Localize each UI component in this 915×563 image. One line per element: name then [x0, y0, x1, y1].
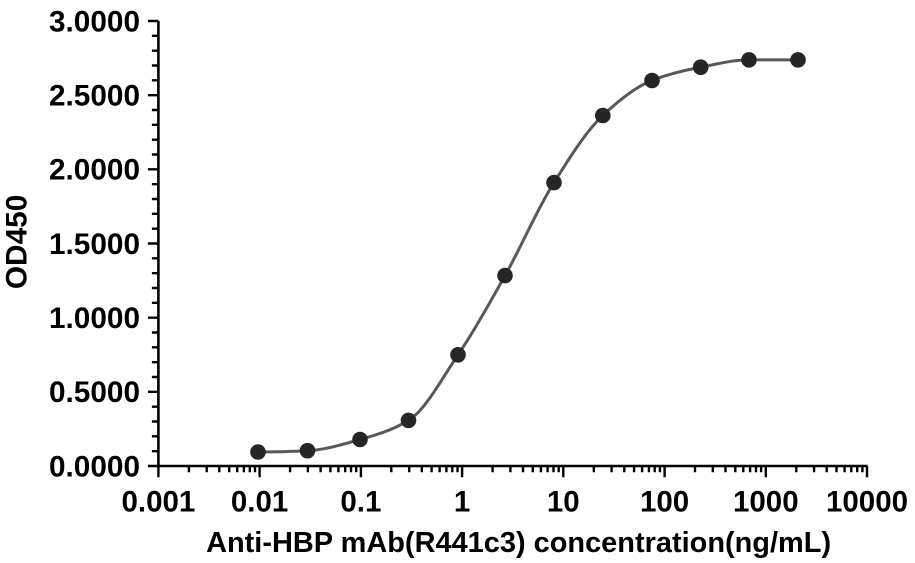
svg-text:10: 10 — [547, 485, 580, 518]
svg-text:1.0000: 1.0000 — [49, 302, 140, 335]
svg-text:0.01: 0.01 — [231, 485, 288, 518]
svg-text:0.1: 0.1 — [340, 485, 381, 518]
svg-text:3.0000: 3.0000 — [49, 5, 140, 38]
svg-text:100: 100 — [640, 485, 689, 518]
svg-text:Anti-HBP mAb(R441c3) concentra: Anti-HBP mAb(R441c3) concentration(ng/mL… — [206, 527, 831, 559]
svg-text:10000: 10000 — [826, 485, 908, 518]
svg-text:2.0000: 2.0000 — [49, 154, 140, 187]
svg-text:1.5000: 1.5000 — [49, 228, 140, 261]
svg-text:OD450: OD450 — [0, 195, 33, 290]
svg-text:2.5000: 2.5000 — [49, 80, 140, 113]
svg-text:0.5000: 0.5000 — [49, 376, 140, 409]
svg-text:1000: 1000 — [733, 485, 799, 518]
svg-text:1: 1 — [454, 485, 470, 518]
svg-text:0.0000: 0.0000 — [49, 450, 140, 483]
svg-text:0.001: 0.001 — [121, 485, 195, 518]
